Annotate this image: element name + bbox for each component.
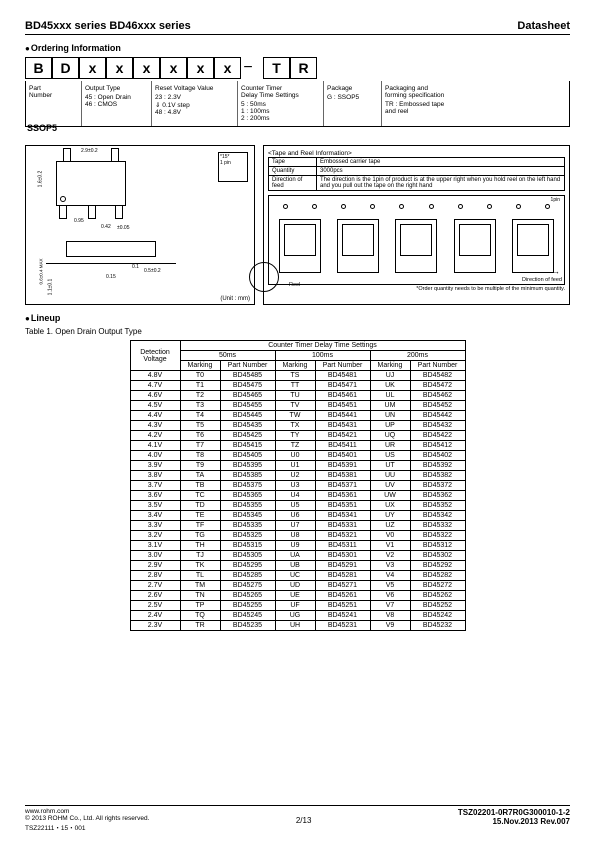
table-row: 2.7VTMBD45275UDBD45271V5BD45272	[130, 581, 465, 591]
table-row: 4.4VT4BD45445TWBD45441UNBD45442	[130, 411, 465, 421]
ord-box: x	[106, 57, 133, 79]
ord-box: x	[214, 57, 241, 79]
ordering-boxes: BDxxxxxx−TR	[25, 57, 570, 79]
ord-box: x	[187, 57, 214, 79]
ord-col: Part Number	[26, 81, 82, 126]
table-row: 3.1VTHBD45315U9BD45311V1BD45312	[130, 541, 465, 551]
ord-col: PackageG : SSOP5	[324, 81, 382, 126]
ord-box: B	[25, 57, 52, 79]
table-row: 3.4VTEBD45345U6BD45341UYBD45342	[130, 511, 465, 521]
table-row: 3.3VTFBD45335U7BD45331UZBD45332	[130, 521, 465, 531]
table-row: 3.0VTJBD45305UABD45301V2BD45302	[130, 551, 465, 561]
ord-col: Counter Timer Delay Time Settings5 : 50m…	[238, 81, 324, 126]
table-row: 3.8VTABD45385U2BD45381UUBD45382	[130, 471, 465, 481]
tape-reel-drawing: 1pin Reel Direction of feed →	[268, 195, 565, 285]
table-row: 4.8VT0BD45485TSBD45481UJBD45482	[130, 371, 465, 381]
table-row: 2.5VTPBD45255UFBD45251V7BD45252	[130, 601, 465, 611]
table-caption: Table 1. Open Drain Output Type	[25, 327, 570, 336]
ssop-label: SSOP5	[27, 123, 57, 133]
tape-reel-info: <Tape and Reel Information> TapeEmbossed…	[263, 145, 570, 305]
table-row: 3.5VTDBD45355U5BD45351UXBD45352	[130, 501, 465, 511]
lineup-table: Detection VoltageCounter Timer Delay Tim…	[130, 340, 466, 631]
doc-type: Datasheet	[517, 20, 570, 32]
order-note: *Order quantity needs to be multiple of …	[268, 286, 565, 292]
pin-marking: *15* 1 pin	[218, 152, 248, 182]
table-row: 4.0VT8BD45405U0BD45401USBD45402	[130, 451, 465, 461]
series-title: BD45xxx series BD46xxx series	[25, 20, 191, 32]
ord-box: T	[263, 57, 290, 79]
table-row: 4.5VT3BD45455TVBD45451UMBD45452	[130, 401, 465, 411]
table-row: 4.3VT5BD45435TXBD45431UPBD45432	[130, 421, 465, 431]
ord-box: x	[160, 57, 187, 79]
table-row: 4.2VT6BD45425TYBD45421UQBD45422	[130, 431, 465, 441]
ordering-title: Ordering Information	[25, 43, 570, 53]
ord-col: Output Type45 : Open Drain 46 : CMOS	[82, 81, 152, 126]
page-header: BD45xxx series BD46xxx series Datasheet	[25, 20, 570, 35]
ord-box: R	[290, 57, 317, 79]
table-row: 3.6VTCBD45365U4BD45361UWBD45362	[130, 491, 465, 501]
unit-label: (Unit : mm)	[220, 296, 250, 302]
table-row: 2.6VTNBD45265UEBD45261V6BD45262	[130, 591, 465, 601]
table-row: 4.7VT1BD45475TTBD45471UKBD45472	[130, 381, 465, 391]
tape-info-table: TapeEmbossed carrier tapeQuantity3000pcs…	[268, 157, 565, 191]
page-footer: www.rohm.com © 2013 ROHM Co., Ltd. All r…	[25, 805, 570, 832]
table-row: 3.9VT9BD45395U1BD45391UTBD45392	[130, 461, 465, 471]
table-row: 3.2VTGBD45325U8BD45321V0BD45322	[130, 531, 465, 541]
table-row: 3.7VTBBD45375U3BD45371UVBD45372	[130, 481, 465, 491]
ord-col: Reset Voltage Value23 : 2.3V ⇓ 0.1V step…	[152, 81, 238, 126]
table-row: 2.4VTQBD45245UGBD45241V8BD45242	[130, 611, 465, 621]
table-row: 2.8VTLBD45285UCBD45281V4BD45282	[130, 571, 465, 581]
table-row: 2.3VTRBD45235UHBD45231V9BD45232	[130, 621, 465, 631]
ord-box: x	[133, 57, 160, 79]
ssop-diagram-area: 2.9±0.2 1.6±0.2 0.95 0.42 ±0.05 *15* 1 p…	[25, 145, 570, 305]
table-row: 4.1VT7BD45415TZBD45411URBD45412	[130, 441, 465, 451]
table-row: 2.9VTKBD45295UBBD45291V3BD45292	[130, 561, 465, 571]
ord-box: x	[79, 57, 106, 79]
ord-box: D	[52, 57, 79, 79]
lineup-title: Lineup	[25, 313, 570, 323]
ordering-description: Part NumberOutput Type45 : Open Drain 46…	[25, 81, 570, 127]
package-drawing: 2.9±0.2 1.6±0.2 0.95 0.42 ±0.05 *15* 1 p…	[25, 145, 255, 305]
ord-col: Packaging and forming specificationTR : …	[382, 81, 472, 126]
table-row: 4.6VT2BD45465TUBD45461ULBD45462	[130, 391, 465, 401]
